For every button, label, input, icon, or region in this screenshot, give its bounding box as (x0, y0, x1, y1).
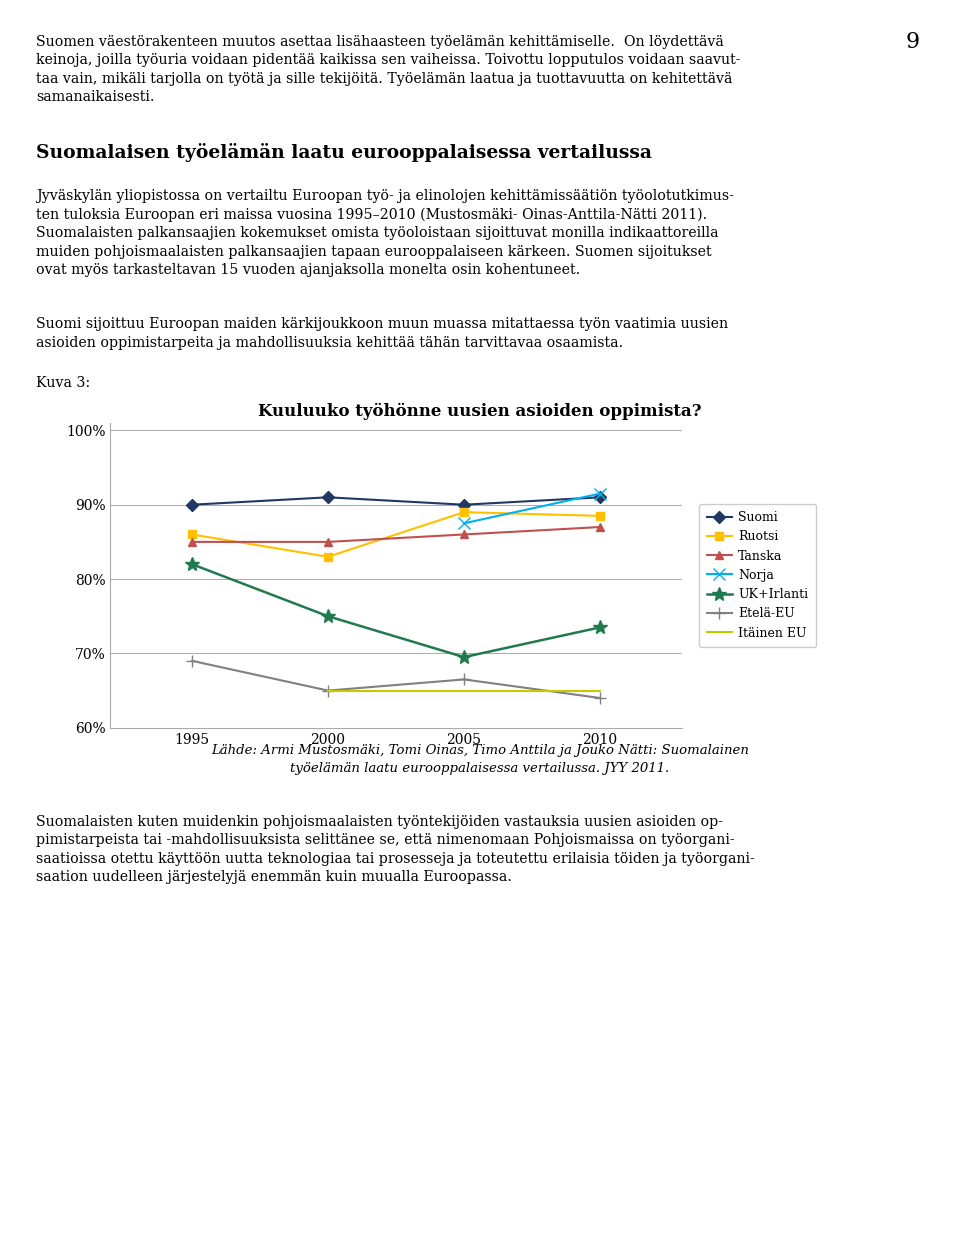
Itäinen EU (323, 683, 334, 698)
Etelä-EU (594, 690, 606, 705)
Norja (458, 516, 469, 531)
Legend: Suomi, Ruotsi, Tanska, Norja, UK+Irlanti, Etelä-EU, Itäinen EU: Suomi, Ruotsi, Tanska, Norja, UK+Irlanti… (699, 504, 816, 647)
UK+Irlanti (186, 557, 198, 572)
Norja (594, 486, 606, 501)
Itäinen EU (458, 683, 469, 698)
Text: Lähde: Armi Mustosmäki, Tomi Oinas, Timo Anttila ja Jouko Nätti: Suomalainen
työ: Lähde: Armi Mustosmäki, Tomi Oinas, Timo… (211, 744, 749, 775)
Tanska (186, 535, 198, 550)
Text: Suomen väestörakenteen muutos asettaa lisähaasteen työelämän kehittämiselle.  On: Suomen väestörakenteen muutos asettaa li… (36, 35, 741, 104)
Tanska (594, 520, 606, 535)
Text: 9: 9 (905, 31, 920, 53)
Line: Suomi: Suomi (188, 493, 604, 509)
Line: Ruotsi: Ruotsi (188, 508, 604, 561)
Line: UK+Irlanti: UK+Irlanti (185, 557, 607, 664)
Ruotsi (594, 509, 606, 524)
Tanska (458, 527, 469, 542)
Suomi (458, 498, 469, 513)
Etelä-EU (186, 653, 198, 668)
Line: Tanska: Tanska (188, 522, 604, 546)
Etelä-EU (323, 683, 334, 698)
Etelä-EU (458, 672, 469, 687)
UK+Irlanti (458, 649, 469, 664)
Text: Suomalaisten kuten muidenkin pohjoismaalaisten työntekijöiden vastauksia uusien : Suomalaisten kuten muidenkin pohjoismaal… (36, 815, 756, 884)
Tanska (323, 535, 334, 550)
Suomi (323, 490, 334, 505)
Text: Suomi sijoittuu Euroopan maiden kärkijoukkoon muun muassa mitattaessa työn vaati: Suomi sijoittuu Euroopan maiden kärkijou… (36, 317, 729, 350)
Ruotsi (186, 527, 198, 542)
Text: Jyväskylän yliopistossa on vertailtu Euroopan työ- ja elinolojen kehittämissääti: Jyväskylän yliopistossa on vertailtu Eur… (36, 189, 734, 277)
Text: Kuuluuko työhönne uusien asioiden oppimista?: Kuuluuko työhönne uusien asioiden oppimi… (258, 403, 702, 420)
Itäinen EU (594, 683, 606, 698)
Text: Kuva 3:: Kuva 3: (36, 376, 91, 389)
Line: Norja: Norja (459, 488, 606, 529)
UK+Irlanti (323, 608, 334, 623)
Line: Etelä-EU: Etelä-EU (185, 654, 607, 704)
Ruotsi (323, 550, 334, 565)
Ruotsi (458, 505, 469, 520)
Suomi (186, 498, 198, 513)
UK+Irlanti (594, 620, 606, 634)
Text: Suomalaisen työelämän laatu eurooppalaisessa vertailussa: Suomalaisen työelämän laatu eurooppalais… (36, 143, 653, 162)
Suomi (594, 490, 606, 505)
